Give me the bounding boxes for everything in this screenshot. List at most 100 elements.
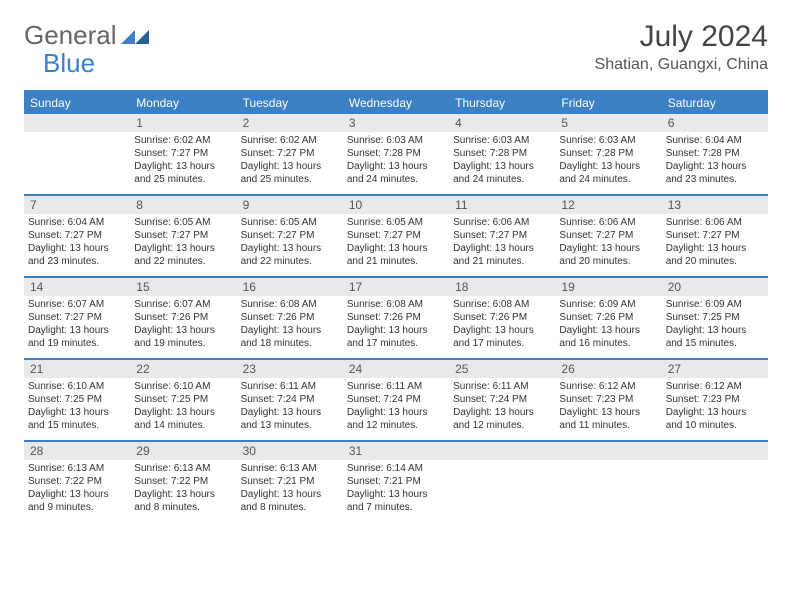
sunset-text: Sunset: 7:24 PM <box>453 393 551 406</box>
day-body: Sunrise: 6:13 AMSunset: 7:21 PMDaylight:… <box>237 460 343 518</box>
day-cell: 21Sunrise: 6:10 AMSunset: 7:25 PMDayligh… <box>24 360 130 440</box>
sunset-text: Sunset: 7:24 PM <box>347 393 445 406</box>
sunrise-text: Sunrise: 6:05 AM <box>134 216 232 229</box>
logo-mark-icon <box>121 20 149 51</box>
day-cell: 9Sunrise: 6:05 AMSunset: 7:27 PMDaylight… <box>237 196 343 276</box>
sunrise-text: Sunrise: 6:06 AM <box>453 216 551 229</box>
day-cell: 1Sunrise: 6:02 AMSunset: 7:27 PMDaylight… <box>130 114 236 194</box>
daylight-text: Daylight: 13 hours and 12 minutes. <box>347 406 445 432</box>
sunrise-text: Sunrise: 6:13 AM <box>241 462 339 475</box>
daylight-text: Daylight: 13 hours and 9 minutes. <box>28 488 126 514</box>
daylight-text: Daylight: 13 hours and 17 minutes. <box>453 324 551 350</box>
dow-friday: Friday <box>555 92 661 114</box>
day-cell: 24Sunrise: 6:11 AMSunset: 7:24 PMDayligh… <box>343 360 449 440</box>
day-body: Sunrise: 6:05 AMSunset: 7:27 PMDaylight:… <box>130 214 236 272</box>
sunrise-text: Sunrise: 6:12 AM <box>559 380 657 393</box>
day-body: Sunrise: 6:11 AMSunset: 7:24 PMDaylight:… <box>343 378 449 436</box>
day-number: 28 <box>24 442 130 460</box>
day-number <box>24 114 130 132</box>
day-body: Sunrise: 6:08 AMSunset: 7:26 PMDaylight:… <box>343 296 449 354</box>
day-number: 19 <box>555 278 661 296</box>
day-number: 31 <box>343 442 449 460</box>
day-number: 23 <box>237 360 343 378</box>
daylight-text: Daylight: 13 hours and 24 minutes. <box>559 160 657 186</box>
sunset-text: Sunset: 7:27 PM <box>241 147 339 160</box>
dow-saturday: Saturday <box>662 92 768 114</box>
day-body: Sunrise: 6:11 AMSunset: 7:24 PMDaylight:… <box>237 378 343 436</box>
daylight-text: Daylight: 13 hours and 22 minutes. <box>134 242 232 268</box>
sunrise-text: Sunrise: 6:08 AM <box>347 298 445 311</box>
logo-text-general: General <box>24 20 117 51</box>
day-number: 5 <box>555 114 661 132</box>
sunrise-text: Sunrise: 6:05 AM <box>241 216 339 229</box>
day-body: Sunrise: 6:05 AMSunset: 7:27 PMDaylight:… <box>237 214 343 272</box>
sunrise-text: Sunrise: 6:11 AM <box>241 380 339 393</box>
calendar: SundayMondayTuesdayWednesdayThursdayFrid… <box>24 90 768 522</box>
day-body: Sunrise: 6:10 AMSunset: 7:25 PMDaylight:… <box>24 378 130 436</box>
day-body <box>555 460 661 466</box>
day-number: 4 <box>449 114 555 132</box>
day-body: Sunrise: 6:07 AMSunset: 7:27 PMDaylight:… <box>24 296 130 354</box>
sunrise-text: Sunrise: 6:07 AM <box>28 298 126 311</box>
day-body: Sunrise: 6:02 AMSunset: 7:27 PMDaylight:… <box>130 132 236 190</box>
dow-thursday: Thursday <box>449 92 555 114</box>
sunrise-text: Sunrise: 6:11 AM <box>453 380 551 393</box>
day-cell: 18Sunrise: 6:08 AMSunset: 7:26 PMDayligh… <box>449 278 555 358</box>
sunset-text: Sunset: 7:23 PM <box>666 393 764 406</box>
sunrise-text: Sunrise: 6:02 AM <box>241 134 339 147</box>
sunset-text: Sunset: 7:26 PM <box>241 311 339 324</box>
day-cell: 22Sunrise: 6:10 AMSunset: 7:25 PMDayligh… <box>130 360 236 440</box>
day-number: 1 <box>130 114 236 132</box>
day-cell: 30Sunrise: 6:13 AMSunset: 7:21 PMDayligh… <box>237 442 343 522</box>
day-cell: 19Sunrise: 6:09 AMSunset: 7:26 PMDayligh… <box>555 278 661 358</box>
day-body <box>449 460 555 466</box>
day-cell: 25Sunrise: 6:11 AMSunset: 7:24 PMDayligh… <box>449 360 555 440</box>
weeks-container: 1Sunrise: 6:02 AMSunset: 7:27 PMDaylight… <box>24 114 768 522</box>
daylight-text: Daylight: 13 hours and 23 minutes. <box>28 242 126 268</box>
day-body: Sunrise: 6:06 AMSunset: 7:27 PMDaylight:… <box>449 214 555 272</box>
daylight-text: Daylight: 13 hours and 19 minutes. <box>134 324 232 350</box>
sunrise-text: Sunrise: 6:04 AM <box>666 134 764 147</box>
sunset-text: Sunset: 7:24 PM <box>241 393 339 406</box>
sunset-text: Sunset: 7:21 PM <box>347 475 445 488</box>
day-number: 11 <box>449 196 555 214</box>
week-row: 1Sunrise: 6:02 AMSunset: 7:27 PMDaylight… <box>24 114 768 194</box>
day-number: 7 <box>24 196 130 214</box>
title-block: July 2024 Shatian, Guangxi, China <box>595 20 768 74</box>
day-cell: 31Sunrise: 6:14 AMSunset: 7:21 PMDayligh… <box>343 442 449 522</box>
day-number <box>555 442 661 460</box>
daylight-text: Daylight: 13 hours and 11 minutes. <box>559 406 657 432</box>
day-number: 24 <box>343 360 449 378</box>
header: General July 2024 Shatian, Guangxi, Chin… <box>0 0 792 82</box>
day-cell-empty <box>555 442 661 522</box>
day-cell: 20Sunrise: 6:09 AMSunset: 7:25 PMDayligh… <box>662 278 768 358</box>
day-body: Sunrise: 6:10 AMSunset: 7:25 PMDaylight:… <box>130 378 236 436</box>
day-cell: 13Sunrise: 6:06 AMSunset: 7:27 PMDayligh… <box>662 196 768 276</box>
daylight-text: Daylight: 13 hours and 8 minutes. <box>134 488 232 514</box>
day-cell: 5Sunrise: 6:03 AMSunset: 7:28 PMDaylight… <box>555 114 661 194</box>
day-body: Sunrise: 6:04 AMSunset: 7:27 PMDaylight:… <box>24 214 130 272</box>
sunset-text: Sunset: 7:27 PM <box>559 229 657 242</box>
day-cell: 10Sunrise: 6:05 AMSunset: 7:27 PMDayligh… <box>343 196 449 276</box>
day-cell: 2Sunrise: 6:02 AMSunset: 7:27 PMDaylight… <box>237 114 343 194</box>
daylight-text: Daylight: 13 hours and 13 minutes. <box>241 406 339 432</box>
logo-text-blue: Blue <box>43 48 95 79</box>
day-number <box>449 442 555 460</box>
sunset-text: Sunset: 7:22 PM <box>28 475 126 488</box>
location-text: Shatian, Guangxi, China <box>595 56 768 74</box>
daylight-text: Daylight: 13 hours and 10 minutes. <box>666 406 764 432</box>
day-body: Sunrise: 6:12 AMSunset: 7:23 PMDaylight:… <box>662 378 768 436</box>
sunrise-text: Sunrise: 6:11 AM <box>347 380 445 393</box>
day-number: 15 <box>130 278 236 296</box>
day-number: 26 <box>555 360 661 378</box>
sunset-text: Sunset: 7:27 PM <box>134 147 232 160</box>
sunset-text: Sunset: 7:25 PM <box>666 311 764 324</box>
day-body: Sunrise: 6:13 AMSunset: 7:22 PMDaylight:… <box>24 460 130 518</box>
sunset-text: Sunset: 7:27 PM <box>347 229 445 242</box>
daylight-text: Daylight: 13 hours and 19 minutes. <box>28 324 126 350</box>
sunset-text: Sunset: 7:22 PM <box>134 475 232 488</box>
day-cell: 15Sunrise: 6:07 AMSunset: 7:26 PMDayligh… <box>130 278 236 358</box>
day-cell: 23Sunrise: 6:11 AMSunset: 7:24 PMDayligh… <box>237 360 343 440</box>
day-number: 25 <box>449 360 555 378</box>
dow-wednesday: Wednesday <box>343 92 449 114</box>
